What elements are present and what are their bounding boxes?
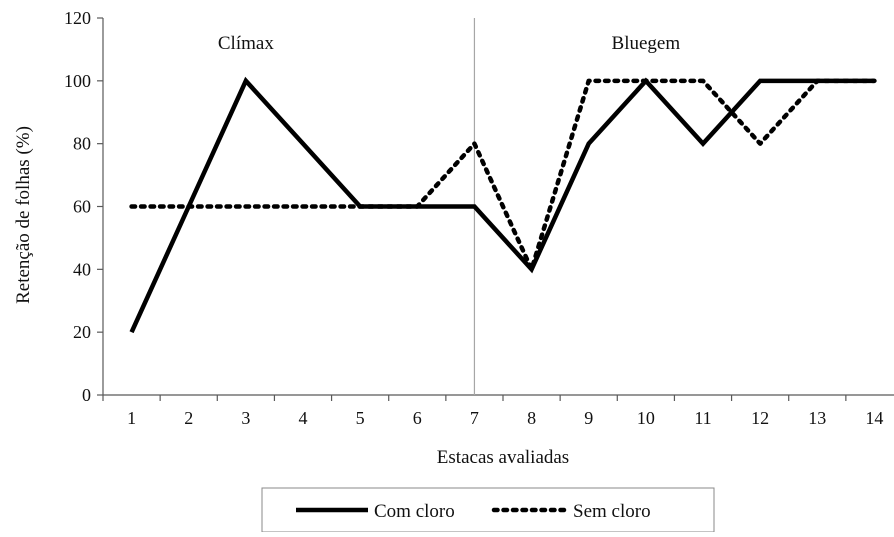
series-line-sem-cloro	[129, 78, 877, 272]
annotations: Clímax Bluegem	[218, 33, 680, 54]
x-tick-label: 14	[865, 408, 883, 428]
legend: Com cloro Sem cloro	[261, 487, 715, 533]
y-tick-label: 40	[73, 259, 91, 279]
legend-label-com-cloro: Com cloro	[374, 501, 455, 522]
series-lines	[129, 76, 877, 334]
series-line-com-cloro	[129, 76, 875, 334]
x-tick-label: 11	[694, 408, 711, 428]
x-tick-label: 13	[808, 408, 826, 428]
annotation-label: Bluegem	[612, 33, 681, 54]
annotation-label: Clímax	[218, 33, 274, 54]
x-tick-label: 3	[241, 408, 250, 428]
x-tick-label: 4	[299, 408, 308, 428]
x-tick-label: 8	[527, 408, 536, 428]
x-tick-label: 6	[413, 408, 422, 428]
y-tick-label: 0	[82, 385, 91, 405]
x-tick-label: 5	[356, 408, 365, 428]
y-tick-label: 60	[73, 197, 91, 217]
x-tick-label: 10	[637, 408, 655, 428]
y-tick-label: 20	[73, 322, 91, 342]
x-tick-label: 1	[127, 408, 136, 428]
x-tick-label: 9	[584, 408, 593, 428]
x-tick-label: 12	[751, 408, 769, 428]
legend-label-sem-cloro: Sem cloro	[573, 501, 651, 522]
x-tick-label: 2	[184, 408, 193, 428]
x-tick-label: 7	[470, 408, 479, 428]
y-tick-label: 80	[73, 134, 91, 154]
y-axis-label: Retenção de folhas (%)	[13, 126, 34, 304]
x-axis-label: Estacas avaliadas	[437, 447, 569, 468]
y-tick-label: 120	[64, 8, 91, 28]
y-tick-label: 100	[64, 71, 91, 91]
